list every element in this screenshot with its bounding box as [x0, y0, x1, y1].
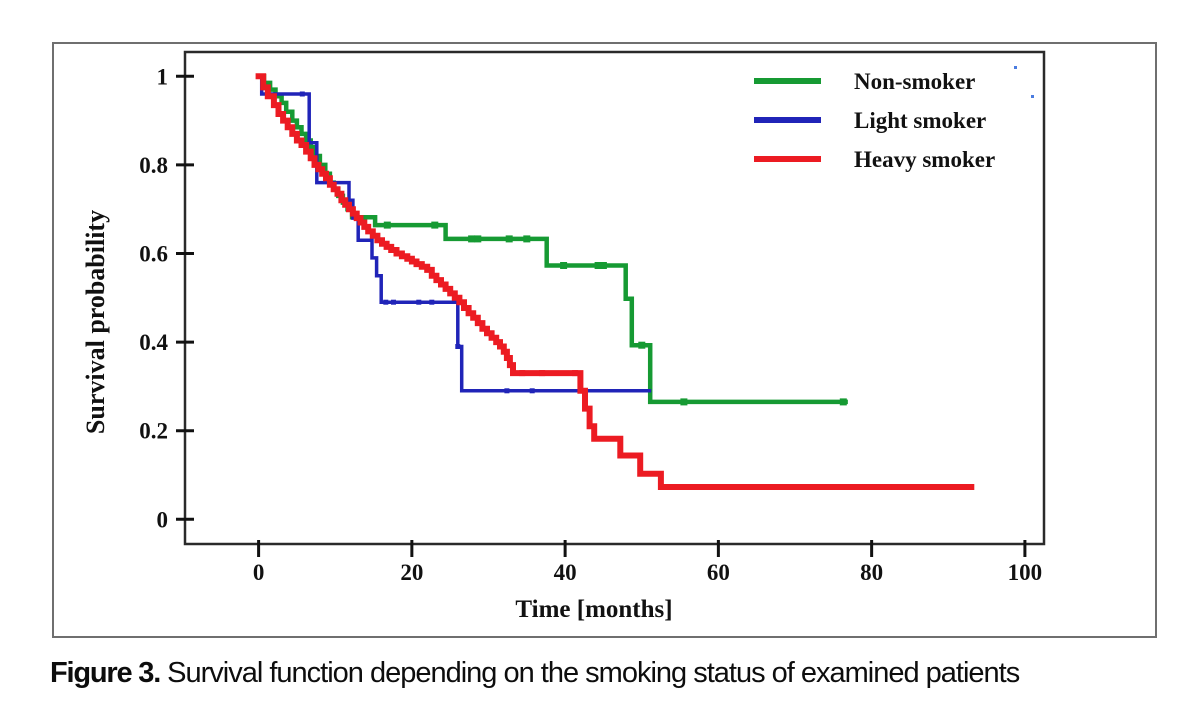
curve-non-smoker	[256, 74, 848, 405]
figure-caption-text: Survival function depending on the smoki…	[160, 657, 1020, 689]
y-tick-label: 0	[157, 507, 169, 532]
censor-marker-light-smoker	[429, 299, 435, 305]
x-tick-label: 20	[400, 560, 423, 585]
censor-marker-non-smoker	[523, 235, 531, 243]
censor-marker-heavy-smoker	[891, 484, 898, 490]
y-tick-label: 0.4	[139, 330, 168, 355]
figure-caption: Figure 3. Survival function depending on…	[50, 657, 1170, 690]
censor-marker-heavy-smoker	[519, 370, 526, 377]
censor-marker-non-smoker	[468, 235, 476, 243]
curve-light-smoker	[256, 74, 652, 393]
survival-chart: Survival probability Time [months] 1 0.8 0…	[81, 50, 1046, 623]
censor-marker-heavy-smoker	[572, 370, 579, 377]
censor-marker-light-smoker	[455, 344, 461, 349]
legend-label-non-smoker: Non-smoker	[854, 69, 975, 94]
x-tick-label: 40	[554, 560, 577, 585]
legend: Non-smoker Light smoker Heavy smoker	[754, 69, 995, 172]
censor-marker-light-smoker	[504, 388, 510, 394]
censor-marker-light-smoker	[529, 388, 535, 394]
x-tick-label: 100	[1008, 560, 1043, 585]
censor-marker-non-smoker	[839, 398, 847, 406]
censor-marker-light-smoker	[383, 299, 389, 305]
y-axis-ticks: 1 0.8 0.6 0.4 0.2 0	[139, 64, 194, 532]
censor-marker-light-smoker	[391, 299, 396, 305]
y-tick-label: 0.8	[139, 153, 168, 178]
censor-marker-non-smoker	[599, 262, 607, 269]
censor-marker-non-smoker	[383, 221, 391, 229]
plot-border	[183, 50, 1046, 546]
y-tick-label: 0.6	[139, 242, 168, 267]
censor-marker-heavy-smoker	[539, 370, 546, 377]
censor-marker-non-smoker	[431, 221, 439, 229]
noise-dot	[1014, 66, 1017, 69]
y-tick-label: 1	[157, 64, 169, 89]
x-tick-label: 80	[860, 560, 883, 585]
x-tick-label: 60	[707, 560, 730, 585]
censor-marker-non-smoker	[474, 235, 482, 243]
figure-caption-number: Figure 3.	[50, 657, 161, 689]
x-tick-label: 0	[253, 560, 265, 585]
x-axis-ticks: 0 20 40 60 80 100	[253, 540, 1042, 585]
y-tick-label: 0.2	[139, 419, 168, 444]
survival-curves	[255, 73, 975, 490]
censor-marker-non-smoker	[680, 398, 688, 406]
noise-artifacts	[1014, 66, 1034, 98]
y-axis-label: Survival probability	[81, 210, 110, 434]
censor-marker-light-smoker	[416, 299, 422, 305]
censor-marker-heavy-smoker	[966, 484, 973, 490]
legend-label-light-smoker: Light smoker	[854, 108, 986, 133]
censor-marker-non-smoker	[505, 235, 513, 243]
legend-label-heavy-smoker: Heavy smoker	[854, 147, 995, 172]
censor-marker-non-smoker	[638, 341, 646, 349]
x-axis-label: Time [months]	[515, 596, 672, 623]
censor-marker-light-smoker	[299, 91, 305, 97]
figure-frame: Survival probability Time [months] 1 0.8 0…	[52, 42, 1157, 638]
censor-marker-non-smoker	[594, 262, 602, 269]
curve-heavy-smoker	[255, 73, 975, 490]
noise-dot	[1031, 95, 1034, 98]
censor-marker-non-smoker	[560, 262, 568, 269]
